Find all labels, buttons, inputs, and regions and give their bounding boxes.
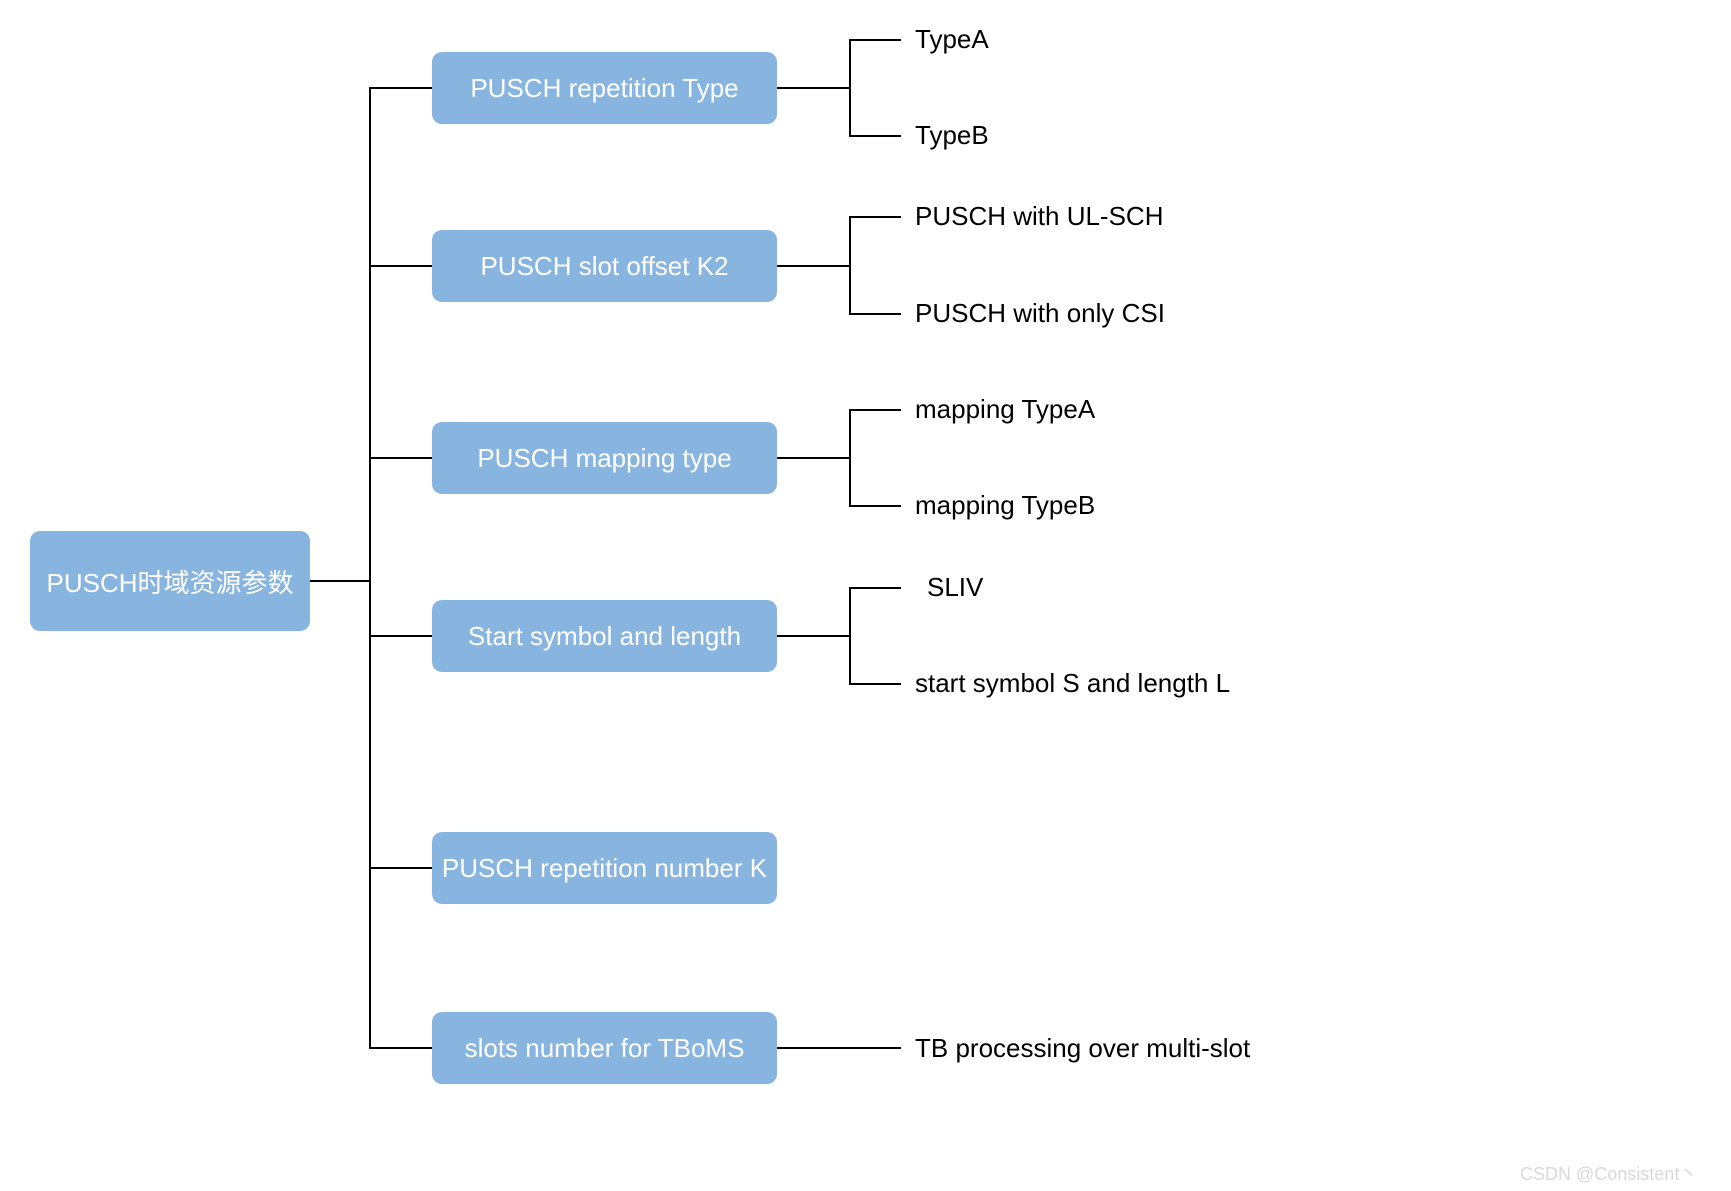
watermark: CSDN @Consistent丶 bbox=[1520, 1160, 1697, 1186]
leaf-label: mapping TypeB bbox=[915, 490, 1095, 521]
branch-slot-offset-k2: PUSCH slot offset K2 bbox=[432, 230, 777, 302]
root-node: PUSCH时域资源参数 bbox=[30, 531, 310, 631]
diagram-canvas: PUSCH时域资源参数 PUSCH repetition Type PUSCH … bbox=[0, 0, 1731, 1191]
branch-start-symbol-length: Start symbol and length bbox=[432, 600, 777, 672]
leaf-start-s-length-l: start symbol S and length L bbox=[915, 668, 1230, 699]
root-label: PUSCH时域资源参数 bbox=[46, 563, 293, 600]
leaf-label: TypeA bbox=[915, 24, 989, 55]
branch-label: PUSCH repetition number K bbox=[442, 853, 767, 884]
leaf-tb-multislot: TB processing over multi-slot bbox=[915, 1033, 1250, 1064]
leaf-type-b: TypeB bbox=[915, 120, 989, 151]
leaf-label: SLIV bbox=[927, 572, 983, 603]
leaf-pusch-ulsch: PUSCH with UL-SCH bbox=[915, 201, 1164, 232]
leaf-label: mapping TypeA bbox=[915, 394, 1095, 425]
leaf-mapping-typea: mapping TypeA bbox=[915, 394, 1095, 425]
leaf-type-a: TypeA bbox=[915, 24, 989, 55]
leaf-label: PUSCH with only CSI bbox=[915, 298, 1165, 329]
leaf-pusch-csi: PUSCH with only CSI bbox=[915, 298, 1165, 329]
leaf-label: TypeB bbox=[915, 120, 989, 151]
leaf-label: start symbol S and length L bbox=[915, 668, 1230, 699]
leaf-label: PUSCH with UL-SCH bbox=[915, 201, 1164, 232]
branch-repetition-type: PUSCH repetition Type bbox=[432, 52, 777, 124]
branch-label: PUSCH slot offset K2 bbox=[480, 251, 728, 282]
watermark-text: CSDN @Consistent丶 bbox=[1520, 1164, 1697, 1184]
branch-label: PUSCH repetition Type bbox=[470, 73, 738, 104]
branch-mapping-type: PUSCH mapping type bbox=[432, 422, 777, 494]
leaf-label: TB processing over multi-slot bbox=[915, 1033, 1250, 1064]
branch-label: slots number for TBoMS bbox=[465, 1033, 745, 1064]
branch-label: Start symbol and length bbox=[468, 621, 741, 652]
branch-slots-tboms: slots number for TBoMS bbox=[432, 1012, 777, 1084]
branch-repetition-number-k: PUSCH repetition number K bbox=[432, 832, 777, 904]
leaf-mapping-typeb: mapping TypeB bbox=[915, 490, 1095, 521]
leaf-sliv: SLIV bbox=[927, 572, 983, 603]
branch-label: PUSCH mapping type bbox=[477, 443, 731, 474]
